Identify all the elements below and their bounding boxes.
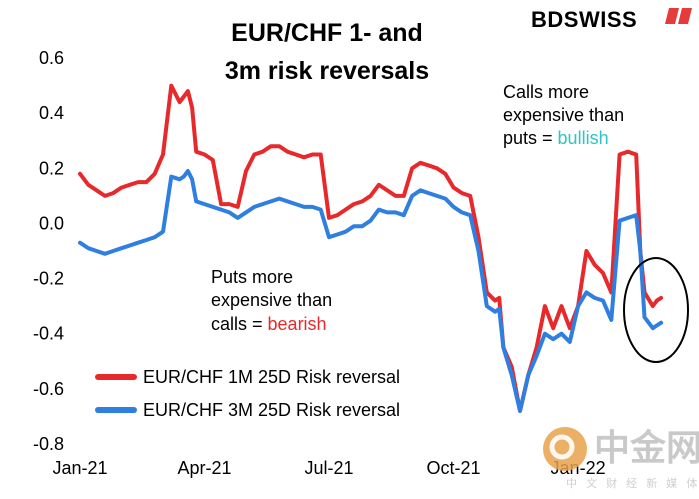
chart-title-line-2: 3m risk reversals <box>225 57 429 85</box>
annotation-bullish-line-3: puts = bullish <box>503 128 609 148</box>
y-axis: 0.6 0.4 0.2 0.0 -0.2 -0.4 -0.6 -0.8 <box>33 48 64 454</box>
bearish-word: bearish <box>268 314 327 334</box>
y-tick-label: -0.2 <box>33 269 64 289</box>
annotation-bullish: Calls more expensive than puts = bullish <box>503 82 624 148</box>
highlight-circle <box>623 257 689 363</box>
watermark: 中金网 中 文 财 经 新 媒 体 <box>543 427 699 490</box>
y-tick-label: 0.6 <box>39 48 64 68</box>
chart-title-line-1: EUR/CHF 1- and <box>231 19 423 47</box>
y-tick-label: 0.4 <box>39 103 64 123</box>
x-axis: Jan-21 Apr-21 Jul-21 Oct-21 Jan-22 <box>52 458 605 478</box>
x-tick-label: Apr-21 <box>178 458 232 478</box>
annotation-bearish: Puts more expensive than calls = bearish <box>211 267 332 334</box>
y-tick-label: 0.2 <box>39 158 64 178</box>
y-tick-label: -0.6 <box>33 379 64 399</box>
bullish-word: bullish <box>558 128 609 148</box>
watermark-subtext: 中 文 财 经 新 媒 体 <box>566 476 699 490</box>
watermark-logo-icon <box>543 427 587 471</box>
legend: EUR/CHF 1M 25D Risk reversal EUR/CHF 3M … <box>95 367 400 420</box>
y-tick-label: -0.8 <box>33 434 64 454</box>
x-tick-label: Oct-21 <box>427 458 481 478</box>
x-tick-label: Jul-21 <box>305 458 354 478</box>
series-line-3m <box>78 169 664 413</box>
annotation-bullish-line-2: expensive than <box>503 105 624 125</box>
legend-label-3m: EUR/CHF 3M 25D Risk reversal <box>143 400 400 420</box>
series-layer <box>78 83 664 413</box>
annotation-bearish-line-1: Puts more <box>211 267 293 287</box>
brand-logo-text: BDSWISS <box>531 7 637 32</box>
annotation-bearish-line-3: calls = bearish <box>211 314 327 334</box>
brand-logo-mark-icon <box>665 8 692 24</box>
annotation-bullish-line-1: Calls more <box>503 82 589 102</box>
brand-logo: BDSWISS <box>531 7 692 32</box>
y-tick-label: 0.0 <box>39 213 64 233</box>
annotation-bearish-line-2: expensive than <box>211 290 332 310</box>
x-tick-label: Jan-21 <box>52 458 107 478</box>
y-tick-label: -0.4 <box>33 324 64 344</box>
legend-label-1m: EUR/CHF 1M 25D Risk reversal <box>143 367 400 387</box>
watermark-text: 中金网 <box>594 427 699 468</box>
